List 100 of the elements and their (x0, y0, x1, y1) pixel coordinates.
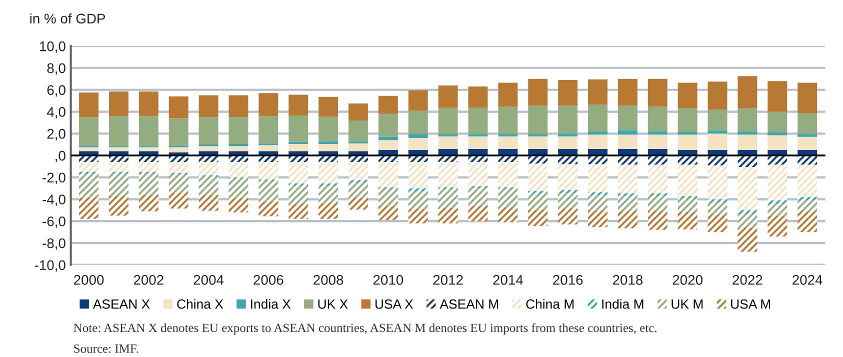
bar (768, 135, 788, 150)
bar (198, 117, 218, 145)
y-tick-label: 10,0 (40, 41, 66, 53)
bar (798, 136, 818, 150)
bar (228, 162, 248, 178)
bar (558, 208, 578, 224)
bar (648, 193, 668, 196)
bar (258, 145, 278, 152)
x-tick-label: 2010 (373, 274, 404, 285)
bar (798, 211, 818, 232)
bar (618, 130, 638, 135)
y-tick-label: ,0 (56, 150, 66, 162)
bar (738, 228, 758, 252)
bar (258, 93, 278, 116)
bar (288, 162, 308, 184)
bar (678, 134, 698, 150)
bar (288, 186, 308, 204)
bar (108, 174, 128, 196)
bar (138, 116, 158, 146)
bar (558, 164, 578, 190)
bar (318, 183, 338, 186)
bar (498, 106, 518, 134)
bar (108, 147, 128, 152)
bar (138, 174, 158, 195)
bar (228, 95, 248, 118)
bar (258, 201, 278, 216)
bar (348, 104, 368, 120)
bar (348, 182, 368, 198)
bar (348, 180, 368, 183)
bar (228, 117, 248, 144)
bar (498, 162, 518, 188)
bar (648, 106, 668, 132)
bar (408, 192, 428, 210)
bar (108, 162, 128, 172)
bar (288, 183, 308, 186)
x-tick-label: 2016 (553, 274, 583, 285)
bar (228, 198, 248, 212)
bar (768, 216, 788, 236)
bar (348, 120, 368, 142)
bar (318, 162, 338, 184)
bar (438, 162, 458, 188)
bar (318, 141, 338, 144)
bar (228, 178, 248, 198)
bar (648, 196, 668, 211)
bar (528, 191, 548, 194)
bar (738, 131, 758, 135)
bar (138, 194, 158, 212)
bar (108, 196, 128, 216)
bar (558, 106, 578, 134)
bar (528, 164, 548, 192)
bar (168, 174, 188, 193)
bar (378, 206, 398, 220)
bar (498, 136, 518, 149)
bar (798, 113, 818, 134)
bar (258, 116, 278, 144)
bar (378, 140, 398, 150)
bar (438, 85, 458, 108)
bar (408, 110, 428, 134)
bar (378, 162, 398, 188)
bar (498, 207, 518, 222)
bar (468, 108, 488, 134)
bar (618, 164, 638, 194)
legend-label: China X (177, 299, 224, 309)
bar (648, 134, 668, 149)
bar (408, 138, 428, 150)
bar (588, 210, 608, 228)
bar (678, 198, 698, 212)
x-tick-label: 2018 (612, 274, 643, 285)
legend-label: USA X (375, 299, 414, 309)
bar (738, 210, 758, 214)
bar (768, 200, 788, 204)
x-tick-label: 2002 (134, 274, 164, 285)
bar (408, 134, 428, 138)
bar (768, 155, 788, 165)
y-tick-label: -8,0 (42, 238, 66, 250)
bar (558, 80, 578, 106)
bar (648, 131, 668, 135)
bar (79, 172, 99, 174)
bar (768, 112, 788, 132)
bar (468, 206, 488, 222)
bar (79, 162, 99, 172)
bar (708, 202, 728, 215)
bar (318, 116, 338, 142)
bar (648, 155, 668, 165)
bar (378, 189, 398, 206)
bar (288, 94, 308, 116)
bar (498, 189, 518, 208)
x-tick-label: 2000 (74, 274, 104, 285)
bar (738, 155, 758, 167)
bar (708, 134, 728, 150)
bar (378, 96, 398, 114)
bar (768, 164, 788, 200)
bar (708, 82, 728, 110)
bar (618, 78, 638, 106)
bar (79, 174, 99, 198)
bar (108, 116, 128, 146)
bar (738, 134, 758, 150)
legend-label: India M (602, 299, 644, 309)
bar (198, 146, 218, 152)
bar (198, 162, 218, 176)
